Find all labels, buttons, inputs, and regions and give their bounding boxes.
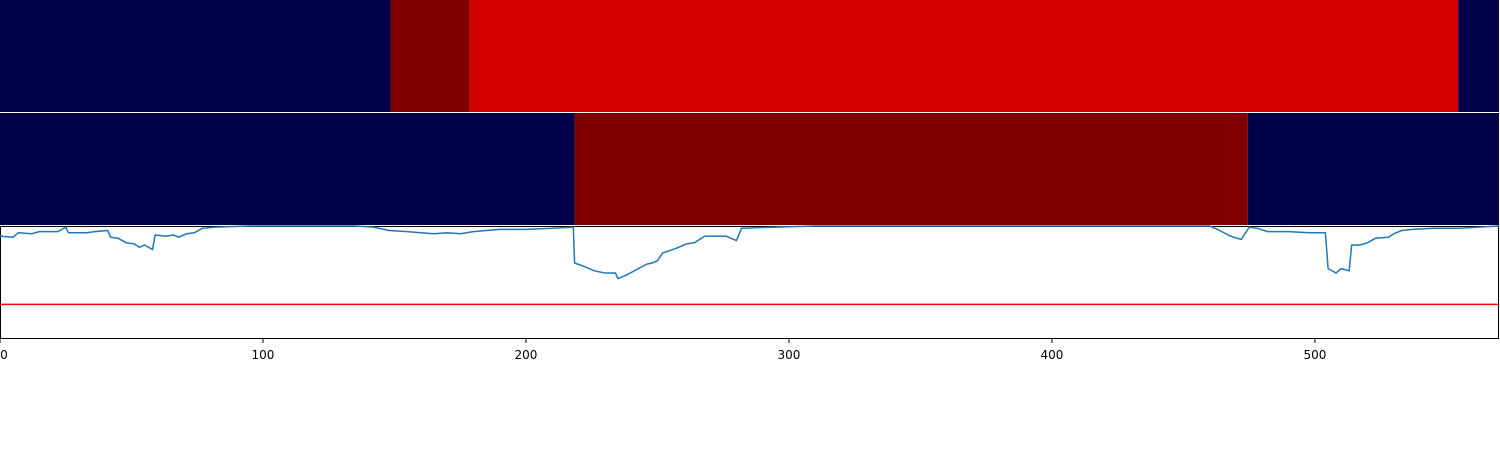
middle-band-segment-1 (574, 113, 1248, 225)
middle-band-segment-2 (1247, 113, 1499, 225)
x-tick-label-2: 200 (515, 348, 538, 362)
series-line-0 (0, 225, 1500, 280)
x-tick-label-1: 100 (252, 348, 275, 362)
middle-heatmap-band (0, 113, 1499, 225)
middle-band-segment-0 (0, 113, 575, 225)
plot-lines (0, 225, 1500, 306)
x-tick-label-4: 400 (1040, 348, 1063, 362)
top-band-segment-2 (469, 0, 1459, 112)
x-tick-label-5: 500 (1303, 348, 1326, 362)
x-tick-label-3: 300 (777, 348, 800, 362)
x-tick-label-0: 0 (0, 348, 8, 362)
plot-frame (0, 226, 1499, 339)
top-band-segment-1 (390, 0, 470, 112)
line-plot-panel (0, 225, 1500, 339)
x-axis: 0 100 200 300 400 500 (0, 339, 1326, 362)
top-band-segment-0 (0, 0, 391, 112)
top-heatmap-band (0, 0, 1499, 112)
top-band-segment-3 (1458, 0, 1499, 112)
